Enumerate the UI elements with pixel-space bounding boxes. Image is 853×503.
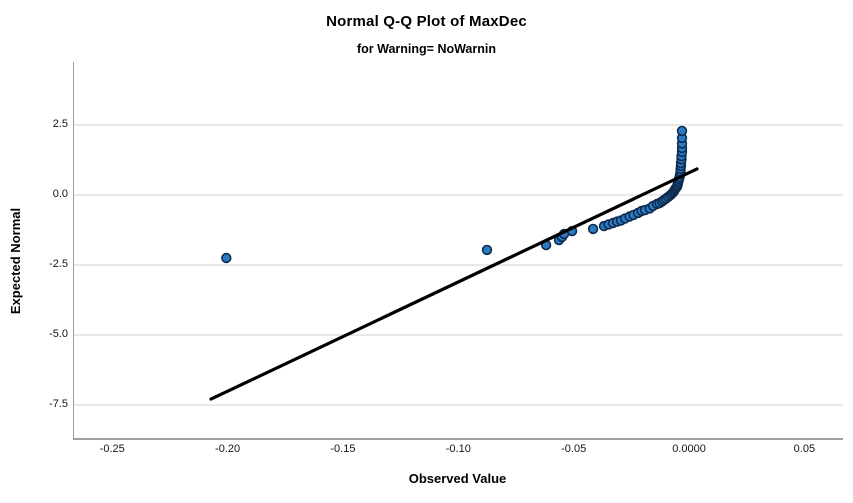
y-tick-label: 0.0 xyxy=(52,188,68,201)
x-tick-label: 0.05 xyxy=(793,443,816,455)
x-tick-label: 0.0000 xyxy=(672,443,706,455)
data-point xyxy=(587,223,599,235)
data-point xyxy=(221,252,232,264)
y-tick-label: -5.0 xyxy=(49,328,68,341)
chart-title: Normal Q-Q Plot of MaxDec xyxy=(326,13,527,30)
y-tick-label: -2.5 xyxy=(49,258,68,271)
x-tick-label: -0.15 xyxy=(330,443,356,455)
x-tick-label: -0.25 xyxy=(99,443,125,455)
x-tick-label: -0.10 xyxy=(445,443,471,455)
reference-line xyxy=(209,167,699,401)
x-axis-title: Observed Value xyxy=(408,471,507,486)
x-tick-label: -0.05 xyxy=(561,443,587,455)
chart-subtitle: for Warning= NoWarnin xyxy=(357,42,496,56)
plot-area xyxy=(73,62,843,440)
x-tick-label: -0.20 xyxy=(215,443,241,455)
qq-plot-svg xyxy=(74,124,843,406)
y-tick-label: 2.5 xyxy=(52,118,68,131)
y-tick-label: -7.5 xyxy=(49,398,68,411)
data-point xyxy=(676,125,688,137)
data-point xyxy=(481,244,493,256)
